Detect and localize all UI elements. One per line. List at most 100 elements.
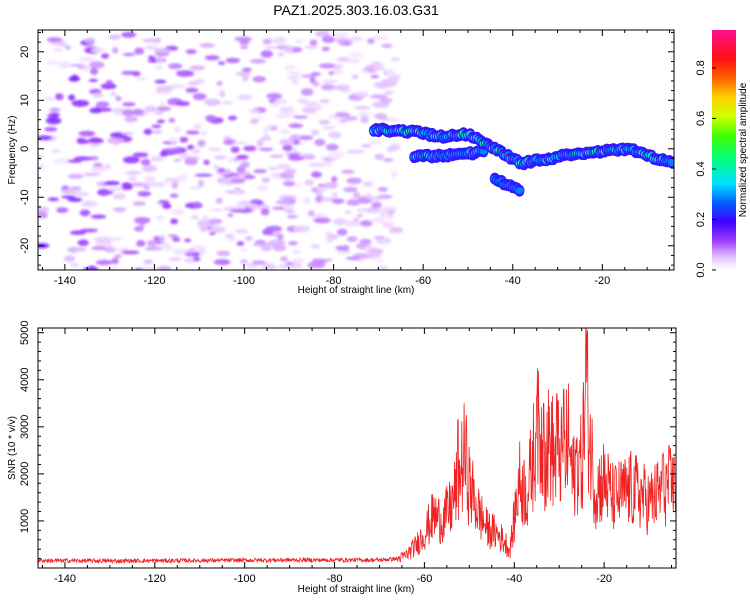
spectrogram-cell xyxy=(153,48,172,54)
spectrogram-cell xyxy=(240,45,249,50)
x-tick-label: -100 xyxy=(233,275,255,287)
spectrogram-cell xyxy=(251,260,267,265)
snr-x-axis-title: Height of straight line (km) xyxy=(298,584,415,595)
spectrogram-cell xyxy=(249,58,266,64)
spectrogram-cell xyxy=(54,158,72,165)
spectrogram-cell xyxy=(213,165,220,170)
spectrogram-cell xyxy=(365,65,375,69)
spectrogram-cell xyxy=(249,109,261,114)
spectrogram-cell xyxy=(143,128,153,135)
y-tick-label: 1000 xyxy=(19,509,31,533)
spectrogram-cell xyxy=(210,226,227,233)
spectrogram-cell xyxy=(374,153,385,160)
spectrogram-cell xyxy=(356,214,363,218)
spectrogram-cell xyxy=(60,188,75,195)
spectrogram-cell xyxy=(214,155,227,160)
spectrogram-cell xyxy=(280,172,295,180)
spectrogram-cell xyxy=(248,204,261,210)
spectrogram-cell xyxy=(176,174,188,182)
spectrogram-cell xyxy=(73,156,92,161)
spectrogram-cell xyxy=(200,130,208,136)
spectrogram-cell xyxy=(230,209,246,213)
spectrogram-cell xyxy=(159,235,166,243)
spectrogram-cell xyxy=(284,64,297,71)
spectrogram-cell xyxy=(78,130,96,137)
spectrogram-cell xyxy=(105,80,114,86)
spectrogram-cell xyxy=(49,107,61,113)
spectrogram-cell xyxy=(132,201,146,207)
spectrogram-cell xyxy=(361,144,372,148)
spectrogram-cell xyxy=(224,233,235,239)
spectrogram-cell xyxy=(69,63,85,67)
spectrogram-cell xyxy=(176,70,194,77)
spectrogram-cell xyxy=(170,218,179,225)
spectrogram-cell xyxy=(347,36,364,42)
spectrogram-cell xyxy=(168,257,182,262)
spectrogram-cell xyxy=(346,199,361,206)
spectrogram-cell xyxy=(150,156,164,162)
spectrogram-cell xyxy=(291,139,301,145)
spectrogram-cell xyxy=(51,112,60,117)
spectrogram-cell xyxy=(204,98,221,106)
spectrogram-cell xyxy=(262,133,270,141)
spectrogram-cell xyxy=(56,207,69,214)
spectrogram-cell xyxy=(113,248,129,252)
spectrogram-cell xyxy=(38,211,49,219)
x-tick-label: -120 xyxy=(144,573,166,585)
spectrogram-cell xyxy=(319,99,330,104)
spectrogram-cell xyxy=(318,120,331,125)
spectrogram-cell xyxy=(252,243,271,247)
spectrogram-cell xyxy=(317,185,327,193)
spectrogram-cell xyxy=(236,241,245,247)
spectrogram-cell xyxy=(279,129,291,135)
spectrogram-cell xyxy=(262,38,272,45)
spectrogram-cell xyxy=(374,113,387,120)
spectrogram-cell xyxy=(354,106,371,110)
colorbar-tick-label: 0.6 xyxy=(695,111,707,126)
spectrogram-cell xyxy=(314,30,330,37)
spectrogram-cell xyxy=(225,57,241,64)
spectrogram-cell xyxy=(156,106,171,112)
spectrogram-cell xyxy=(370,94,388,99)
spectrogram-cell xyxy=(232,203,245,211)
spectrogram-cell xyxy=(203,159,210,165)
spectrogram-cell xyxy=(341,169,355,174)
spectrogram-cell xyxy=(371,35,389,40)
snr-x-ticks: -140 -120 -100 -80 -60 -40 -20 xyxy=(41,328,673,585)
spectrogram-cell xyxy=(331,198,345,204)
spectrogram-cell xyxy=(110,91,117,96)
spectrogram-cell xyxy=(292,115,309,119)
spectrogram-cell xyxy=(320,83,336,91)
spectrogram-cell xyxy=(292,258,305,264)
spectrogram-cell xyxy=(64,255,76,262)
spectrogram-cell xyxy=(374,66,387,71)
spectrogram-cell xyxy=(103,246,117,253)
spectrogram-cell xyxy=(77,239,89,247)
spectrogram-cell xyxy=(371,101,390,108)
spectrogram-cell xyxy=(172,248,189,255)
spectrogram-cell xyxy=(346,177,362,185)
spectrogram-cell xyxy=(89,67,99,75)
spectrogram-cell xyxy=(367,38,375,44)
spectrogram-cell xyxy=(381,43,393,49)
spectrogram-cell xyxy=(194,173,213,177)
spectrogram-cell xyxy=(322,126,336,130)
spectrogram-cell xyxy=(156,119,165,124)
spectrogram-cell xyxy=(185,49,197,55)
spectrogram-cell xyxy=(275,199,292,205)
spectrogram-cell xyxy=(309,39,318,46)
spectrogram-y-axis-title: Frequency (Hz) xyxy=(7,116,18,185)
spectrogram-cell xyxy=(380,97,393,103)
spectrogram-cell xyxy=(121,109,135,117)
spectrogram-cell xyxy=(246,262,258,269)
spectrogram-cell xyxy=(155,56,164,64)
spectrogram-cell xyxy=(143,183,151,191)
spectrogram-cell xyxy=(284,168,297,174)
spectrogram-cell xyxy=(287,76,301,80)
spectrogram-cell xyxy=(121,182,132,190)
x-tick-label: -120 xyxy=(143,275,165,287)
spectrogram-cell xyxy=(223,135,232,140)
y-tick-label: 2000 xyxy=(19,462,31,486)
spectrogram-cell xyxy=(377,265,389,270)
spectrogram-cell xyxy=(190,147,201,155)
